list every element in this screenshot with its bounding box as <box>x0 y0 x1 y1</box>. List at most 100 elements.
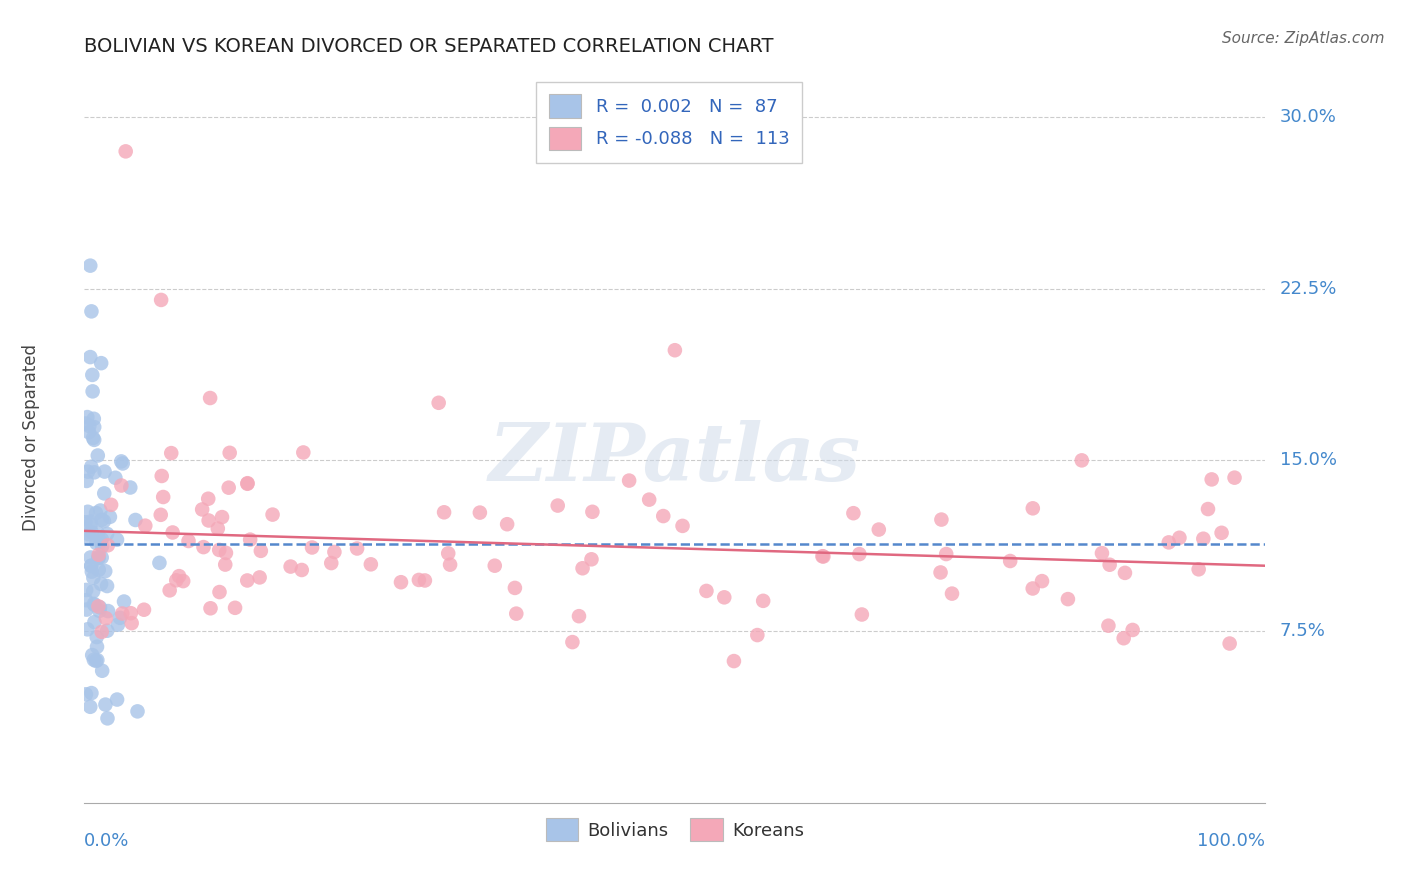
Point <box>197 491 219 506</box>
Point <box>83 598 105 612</box>
Point <box>638 492 661 507</box>
Point <box>262 508 284 522</box>
Point <box>77 527 100 541</box>
Point <box>568 609 591 624</box>
Point <box>437 546 460 560</box>
Point <box>90 533 112 547</box>
Point <box>250 544 273 558</box>
Point <box>87 563 110 577</box>
Point <box>82 584 104 599</box>
Point <box>484 558 506 573</box>
Text: 30.0%: 30.0% <box>1279 108 1337 126</box>
Point <box>323 545 346 559</box>
Point <box>86 653 108 667</box>
Point <box>152 490 174 504</box>
Point <box>218 446 240 460</box>
Point <box>84 654 107 668</box>
Point <box>90 624 112 639</box>
Point <box>747 628 769 642</box>
Point <box>87 599 110 614</box>
Point <box>165 574 187 588</box>
Point <box>408 573 430 587</box>
Text: BOLIVIAN VS KOREAN DIVORCED OR SEPARATED CORRELATION CHART: BOLIVIAN VS KOREAN DIVORCED OR SEPARATED… <box>84 37 773 56</box>
Point <box>1157 535 1180 549</box>
Point <box>80 686 103 700</box>
Point <box>90 577 112 591</box>
Point <box>868 523 890 537</box>
Point <box>75 582 97 597</box>
Text: 0.0%: 0.0% <box>84 832 129 850</box>
Point <box>98 509 121 524</box>
Point <box>120 606 142 620</box>
Point <box>91 539 114 553</box>
Point <box>87 548 110 562</box>
Point <box>79 350 101 364</box>
Point <box>239 533 262 547</box>
Point <box>249 570 271 584</box>
Point <box>100 498 122 512</box>
Point <box>75 417 97 431</box>
Point <box>811 549 834 564</box>
Point <box>1112 632 1135 646</box>
Point <box>93 486 115 500</box>
Text: 7.5%: 7.5% <box>1279 623 1326 640</box>
Point <box>713 591 735 605</box>
Point <box>214 558 236 572</box>
Point <box>150 293 173 307</box>
Point <box>671 519 693 533</box>
Point <box>121 616 143 631</box>
Point <box>80 304 103 318</box>
Point <box>346 541 368 556</box>
Point <box>617 474 640 488</box>
Point <box>547 499 569 513</box>
Point <box>211 510 233 524</box>
Point <box>1219 636 1241 650</box>
Point <box>1211 525 1233 540</box>
Point <box>134 518 156 533</box>
Point <box>215 546 238 560</box>
Point <box>114 145 136 159</box>
Text: Source: ZipAtlas.com: Source: ZipAtlas.com <box>1222 31 1385 46</box>
Point <box>89 600 111 615</box>
Point <box>83 597 105 611</box>
Point <box>1122 623 1144 637</box>
Point <box>848 547 870 561</box>
Point <box>1197 502 1219 516</box>
Point <box>1022 501 1045 516</box>
Point <box>561 635 583 649</box>
Point <box>167 569 190 583</box>
Point <box>468 506 491 520</box>
Point <box>107 617 129 632</box>
Point <box>82 431 104 445</box>
Point <box>723 654 745 668</box>
Point <box>236 574 259 588</box>
Point <box>652 509 675 524</box>
Point <box>108 611 131 625</box>
Point <box>110 454 132 468</box>
Point <box>80 525 103 540</box>
Point <box>851 607 873 622</box>
Point <box>236 476 259 491</box>
Point <box>87 449 110 463</box>
Point <box>321 556 343 570</box>
Point <box>90 550 112 565</box>
Point <box>76 410 98 425</box>
Point <box>83 615 105 629</box>
Point <box>280 559 302 574</box>
Point <box>1097 618 1119 632</box>
Point <box>80 559 103 574</box>
Point <box>1223 470 1246 484</box>
Point <box>83 412 105 426</box>
Point <box>82 384 104 399</box>
Point <box>83 466 105 480</box>
Point <box>111 607 134 621</box>
Point <box>1168 531 1191 545</box>
Point <box>93 514 115 528</box>
Point <box>1031 574 1053 588</box>
Point <box>105 692 128 706</box>
Point <box>439 558 461 572</box>
Point <box>159 583 181 598</box>
Point <box>86 536 108 550</box>
Text: 100.0%: 100.0% <box>1198 832 1265 850</box>
Point <box>75 593 97 607</box>
